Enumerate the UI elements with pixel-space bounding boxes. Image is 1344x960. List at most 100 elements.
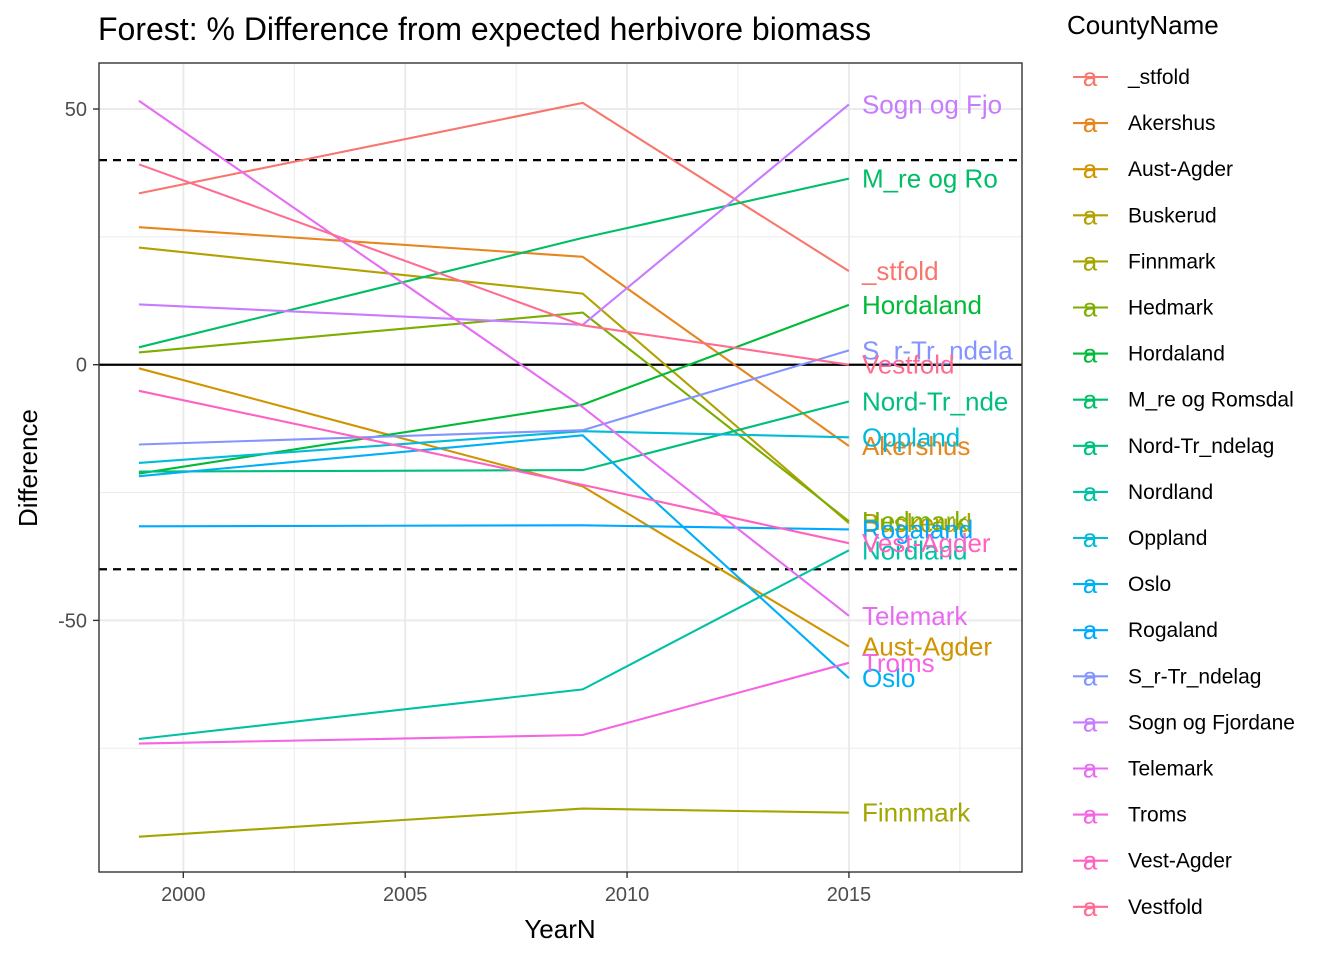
legend-item: a Vestfold <box>1073 892 1203 922</box>
end-label: _stfold <box>861 256 939 286</box>
legend-item: a Akershus <box>1073 108 1216 138</box>
legend-label: Vest-Agder <box>1128 850 1232 873</box>
x-axis-label: YearN <box>524 914 595 944</box>
end-labels: _stfold Akershus Aust-Agder Buskerud Finnmar… <box>861 89 1013 827</box>
legend-item: a Oppland <box>1073 523 1207 553</box>
legend-label: Nord-Tr_ndelag <box>1128 435 1274 458</box>
legend-label: Hedmark <box>1128 297 1214 320</box>
series-line <box>138 226 850 447</box>
legend-item: a Hedmark <box>1073 293 1214 323</box>
legend-title: CountyName <box>1067 10 1219 40</box>
legend-item: a Finnmark <box>1073 246 1216 276</box>
end-label: Sogn og Fjo <box>862 89 1002 119</box>
legend-item: a _stfold <box>1073 62 1190 92</box>
legend-item: a S_r-Tr_ndelag <box>1073 661 1261 691</box>
end-label: Telemark <box>862 601 968 631</box>
legend-label: S_r-Tr_ndelag <box>1128 665 1261 688</box>
legend-key-glyph: a <box>1083 246 1098 276</box>
series-line <box>138 311 850 523</box>
end-label: Vestfold <box>862 350 955 380</box>
end-label: Nordland <box>862 535 968 565</box>
chart-title: Forest: % Difference from expected herbi… <box>98 11 871 47</box>
x-tick-label: 2005 <box>383 884 428 906</box>
legend-key-glyph: a <box>1083 661 1098 691</box>
series-line <box>138 661 850 745</box>
y-axis-ticks: 50 0 -50 <box>58 99 99 632</box>
legend-key-glyph: a <box>1083 846 1098 876</box>
legend-item: a Nordland <box>1073 477 1213 507</box>
series-line <box>138 303 850 475</box>
end-label: Hordaland <box>862 290 982 320</box>
end-label: Buskerud <box>862 508 972 538</box>
legend-item: a Troms <box>1073 800 1187 830</box>
plot-panel-border <box>98 62 1023 873</box>
series-line <box>138 367 850 648</box>
end-label: Finnmark <box>862 798 971 828</box>
legend-label: Telemark <box>1128 758 1214 781</box>
legend-key-glyph: a <box>1083 707 1098 737</box>
series-line <box>138 389 850 545</box>
series-lines <box>138 99 850 838</box>
legend-item: a Buskerud <box>1073 200 1217 230</box>
end-label: Oslo <box>862 663 915 693</box>
end-label: Nord-Tr_nde <box>862 387 1008 417</box>
legend-item: a Telemark <box>1073 754 1214 784</box>
series-line <box>138 430 849 464</box>
end-label: Troms <box>862 648 935 678</box>
legend-label: Oppland <box>1128 527 1207 550</box>
series-line <box>138 807 849 838</box>
series-line <box>138 524 849 531</box>
legend-item: a Aust-Agder <box>1073 154 1233 184</box>
legend-key-glyph: a <box>1083 62 1098 92</box>
legend-key-glyph: a <box>1083 754 1098 784</box>
series-line <box>138 99 850 617</box>
legend-key-glyph: a <box>1083 200 1098 230</box>
y-tick-label: 0 <box>76 355 87 377</box>
y-axis-label: Difference <box>13 409 43 527</box>
legend-label: Troms <box>1128 804 1187 827</box>
end-label: Aust-Agder <box>862 631 992 661</box>
series-line <box>138 400 850 473</box>
legend-item: a Nord-Tr_ndelag <box>1073 431 1274 461</box>
legend-key-glyph: a <box>1083 385 1098 415</box>
legend-label: Sogn og Fjordane <box>1128 711 1295 734</box>
legend-key-glyph: a <box>1083 523 1098 553</box>
legend-label: Hordaland <box>1128 343 1225 366</box>
series-line <box>138 549 850 741</box>
legend-item: a Sogn og Fjordane <box>1073 707 1295 737</box>
legend-item: a M_re og Romsdal <box>1073 385 1294 415</box>
legend-label: Finnmark <box>1128 250 1216 273</box>
end-label: Oppland <box>862 422 960 452</box>
legend-key-glyph: a <box>1083 615 1098 645</box>
legend-label: Akershus <box>1128 112 1216 135</box>
legend-item: a Rogaland <box>1073 615 1218 645</box>
legend-key-glyph: a <box>1083 293 1098 323</box>
y-tick-label: -50 <box>58 610 87 632</box>
end-label: Vest-Agder <box>862 528 991 558</box>
end-label: M_re og Ro <box>862 164 998 194</box>
x-tick-label: 2015 <box>827 884 872 906</box>
legend-key-glyph: a <box>1083 431 1098 461</box>
legend-key-glyph: a <box>1083 154 1098 184</box>
x-tick-label: 2010 <box>605 884 650 906</box>
legend-key-glyph: a <box>1083 339 1098 369</box>
series-line <box>138 101 850 272</box>
x-axis-ticks: 2000 2005 2010 2015 <box>161 872 871 906</box>
legend-label: Aust-Agder <box>1128 158 1233 181</box>
legend-label: Nordland <box>1128 481 1213 504</box>
legend-label: Oslo <box>1128 573 1171 596</box>
series-line <box>138 434 850 679</box>
legend-key-glyph: a <box>1083 800 1098 830</box>
reference-lines <box>99 159 1022 571</box>
series-line <box>138 349 850 446</box>
end-label: S_r-Tr_ndela <box>862 335 1013 365</box>
legend-label: M_re og Romsdal <box>1128 389 1294 412</box>
series-line <box>138 103 850 326</box>
y-tick-label: 50 <box>65 99 87 121</box>
end-label: Rogaland <box>862 514 973 544</box>
series-line <box>138 163 850 366</box>
x-tick-label: 2000 <box>161 884 206 906</box>
